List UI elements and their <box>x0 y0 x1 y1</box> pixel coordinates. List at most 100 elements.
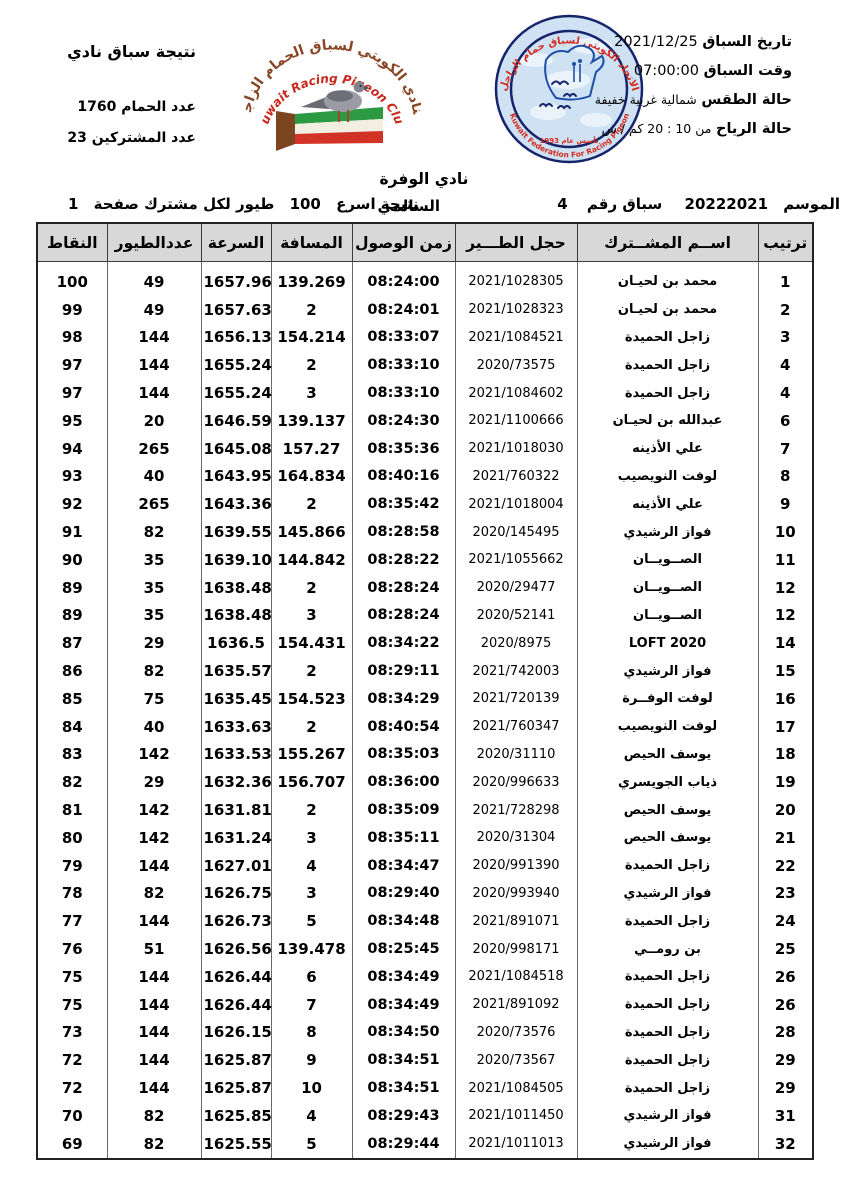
participant-name-cell: LOFT 2020 <box>576 629 759 658</box>
speed-cell: 1657.96 <box>200 268 272 296</box>
rank-cell: 2 <box>757 295 814 324</box>
arrival-time-cell: 08:35:42 <box>351 490 456 519</box>
race-time-value: 07:00:00 <box>633 63 699 79</box>
speed-cell: 1635.45 <box>200 684 272 713</box>
table-row: 26 زاجل الحميدة 2021/1084518 08:34:49 6 … <box>36 962 814 991</box>
rank-cell: 16 <box>757 684 814 713</box>
speed-cell: 1656.13 <box>200 323 272 352</box>
ring-number-cell: 2020/52141 <box>454 601 578 630</box>
speed-cell: 1626.44 <box>200 990 272 1019</box>
arrival-time-cell: 08:25:45 <box>351 935 456 963</box>
ring-number-cell: 2021/1028323 <box>454 295 578 324</box>
wind-line: حالة الرياح من 10 : 20 كم / س <box>522 121 792 137</box>
pigeon-count-line: عدد الحمام 1760 <box>44 99 196 115</box>
speed-cell: 1646.59 <box>200 406 272 435</box>
page-number: 1 <box>68 195 79 213</box>
birds-count-cell: 82 <box>106 657 202 685</box>
ring-number-cell: 2021/1018030 <box>454 434 578 463</box>
distance-cell: 8 <box>270 1018 353 1047</box>
table-row: 10 فواز الرشيدي 2020/145495 08:28:58 145… <box>36 518 814 546</box>
birds-count-cell: 75 <box>106 684 202 713</box>
kuwait-flag-icon <box>276 107 383 151</box>
participants-value: 23 <box>67 130 87 146</box>
rank-cell: 19 <box>757 768 814 797</box>
participant-name-cell: فواز الرشيدي <box>576 1129 759 1159</box>
birds-count-cell: 82 <box>106 879 202 908</box>
birds-count-cell: 144 <box>106 379 202 407</box>
result-suffix: طيور لكل مشترك صفحة <box>93 195 275 213</box>
table-row: 7 علي الأذينه 2021/1018030 08:35:36 157.… <box>36 434 814 463</box>
points-cell: 75 <box>36 990 108 1019</box>
points-cell: 80 <box>36 823 108 852</box>
points-cell: 89 <box>36 573 108 602</box>
arrival-time-cell: 08:34:49 <box>351 990 456 1019</box>
header-points: النقاط <box>36 222 108 262</box>
speed-cell: 1655.24 <box>200 379 272 407</box>
rank-cell: 24 <box>757 907 814 936</box>
table-row: 9 علي الأذينه 2021/1018004 08:35:42 2 16… <box>36 490 814 519</box>
arrival-time-cell: 08:34:22 <box>351 629 456 658</box>
header-left: نتيجة سباق نادي عدد الحمام 1760 عدد المش… <box>44 42 196 161</box>
rank-cell: 22 <box>757 851 814 880</box>
speed-cell: 1633.63 <box>200 712 272 741</box>
arrival-time-cell: 08:28:24 <box>351 573 456 602</box>
distance-cell: 6 <box>270 962 353 991</box>
points-cell: 72 <box>36 1046 108 1075</box>
table-row: 31 فواز الرشيدي 2021/1011450 08:29:43 4 … <box>36 1101 814 1130</box>
distance-cell: 4 <box>270 851 353 880</box>
distance-cell: 156.707 <box>270 768 353 797</box>
ring-number-cell: 2020/993940 <box>454 879 578 908</box>
rank-cell: 11 <box>757 545 814 574</box>
arrival-time-cell: 08:34:48 <box>351 907 456 936</box>
birds-count-cell: 144 <box>106 907 202 936</box>
wind-value: من 10 : 20 كم / س <box>601 121 712 136</box>
rank-cell: 12 <box>757 573 814 602</box>
speed-cell: 1627.01 <box>200 851 272 880</box>
arrival-time-cell: 08:24:30 <box>351 406 456 435</box>
kuwait-map-icon <box>544 44 605 101</box>
arrival-time-cell: 08:35:09 <box>351 796 456 824</box>
birds-count-cell: 49 <box>106 295 202 324</box>
participant-name-cell: الصــويــان <box>576 545 759 574</box>
table-row: 28 زاجل الحميدة 2020/73576 08:34:50 8 16… <box>36 1018 814 1047</box>
ring-number-cell: 2020/31304 <box>454 823 578 852</box>
birds-count-cell: 35 <box>106 601 202 630</box>
speed-cell: 1631.81 <box>200 796 272 824</box>
ring-number-cell: 2021/1055662 <box>454 545 578 574</box>
participant-name-cell: فواز الرشيدي <box>576 879 759 908</box>
rank-cell: 20 <box>757 796 814 824</box>
rank-cell: 17 <box>757 712 814 741</box>
distance-cell: 10 <box>270 1074 353 1102</box>
race-number-value: 4 <box>557 195 568 213</box>
federation-logo: الاتحاد الكويتي لسباق حمام الزاجل Kuwait… <box>494 14 644 164</box>
race-date-label: تاريخ السباق <box>702 34 792 50</box>
arrival-time-cell: 08:29:11 <box>351 657 456 685</box>
distance-cell: 145.866 <box>270 518 353 546</box>
points-cell: 78 <box>36 879 108 908</box>
speed-cell: 1626.56 <box>200 935 272 963</box>
participant-name-cell: يوسف الحيص <box>576 796 759 824</box>
table-row: 21 يوسف الحيص 2020/31304 08:35:11 3 1631… <box>36 823 814 852</box>
rank-cell: 31 <box>757 1101 814 1130</box>
distance-cell: 154.431 <box>270 629 353 658</box>
arrival-time-cell: 08:34:29 <box>351 684 456 713</box>
header-spacer-row <box>36 261 814 268</box>
arrival-time-cell: 08:33:10 <box>351 379 456 407</box>
arrival-time-cell: 08:29:43 <box>351 1101 456 1130</box>
ring-number-cell: 2021/760322 <box>454 462 578 491</box>
speed-cell: 1625.87 <box>200 1046 272 1075</box>
ring-number-cell: 2020/996633 <box>454 768 578 797</box>
rank-cell: 1 <box>757 268 814 296</box>
points-cell: 87 <box>36 629 108 658</box>
birds-count-cell: 49 <box>106 268 202 296</box>
points-cell: 79 <box>36 851 108 880</box>
birds-count-cell: 142 <box>106 796 202 824</box>
flying-birds-icon <box>539 80 577 110</box>
distance-cell: 157.27 <box>270 434 353 463</box>
table-row: 26 زاجل الحميدة 2021/891092 08:34:49 7 1… <box>36 990 814 1019</box>
participant-name-cell: ذياب الجويسري <box>576 768 759 797</box>
header-arrival-time: زمن الوصول <box>351 222 456 262</box>
birds-count-cell: 144 <box>106 1046 202 1075</box>
participant-name-cell: لوفت النويصيب <box>576 462 759 491</box>
points-cell: 70 <box>36 1101 108 1130</box>
